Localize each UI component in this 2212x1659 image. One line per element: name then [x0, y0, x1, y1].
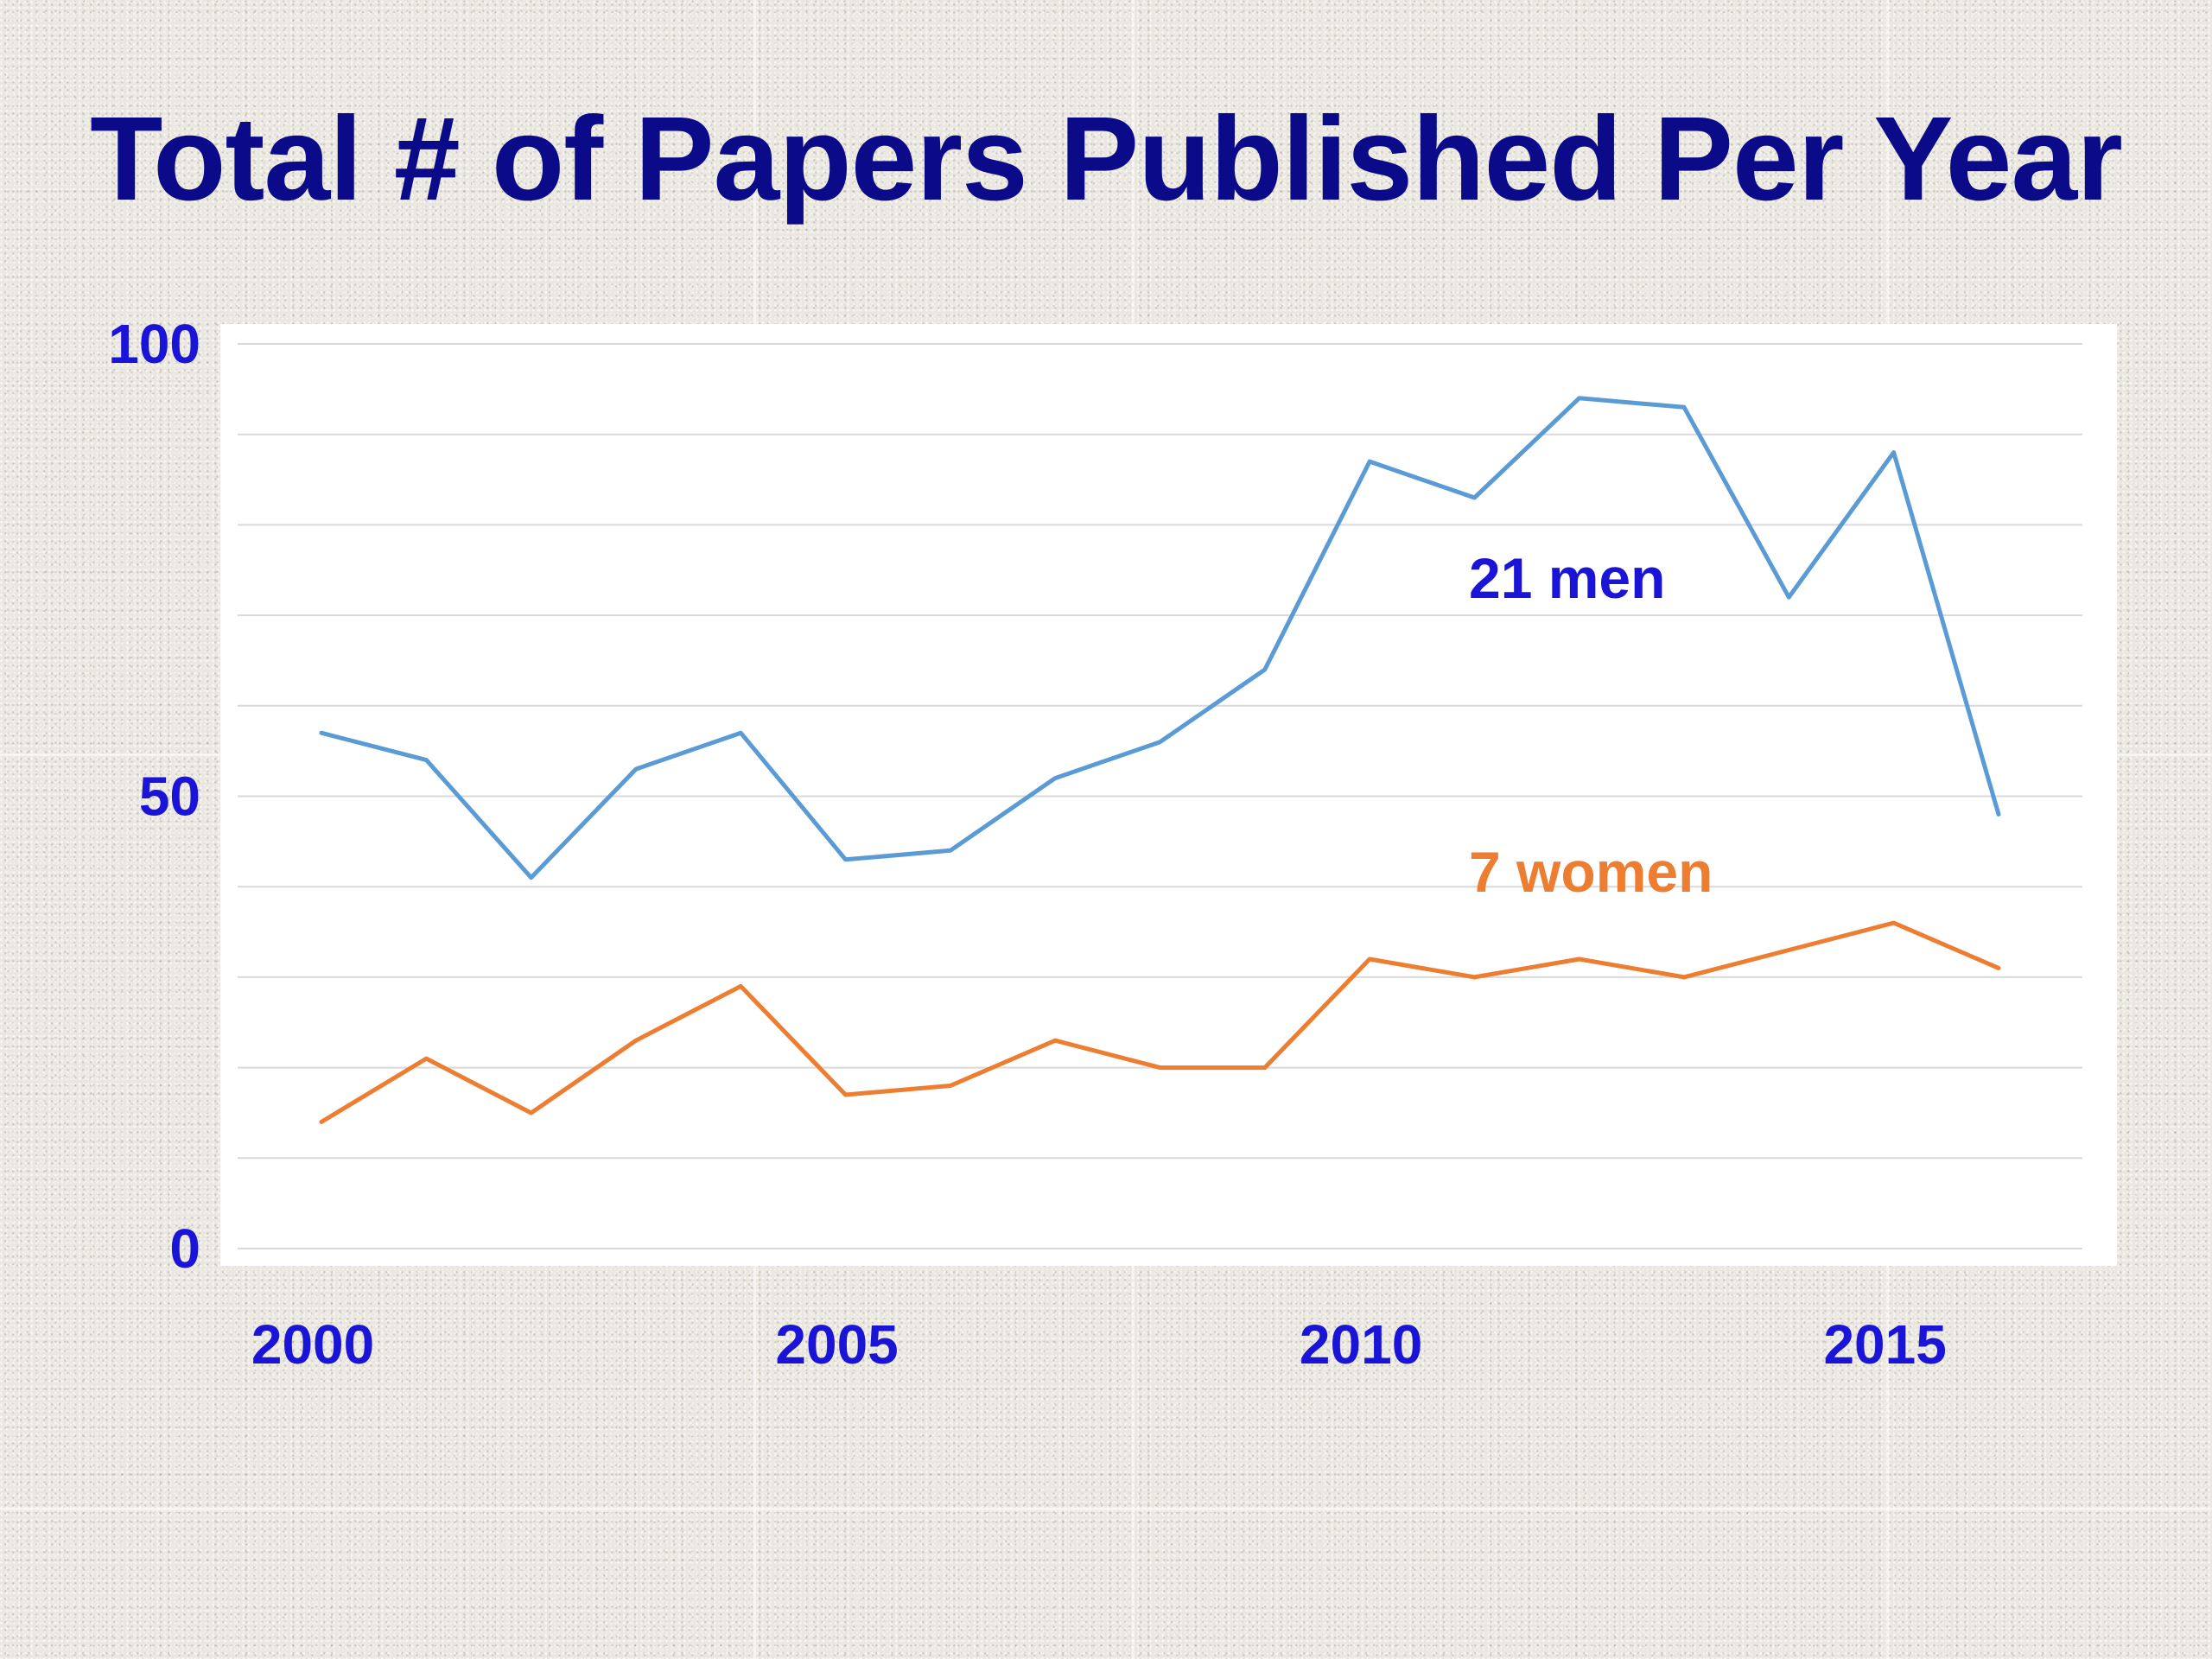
x-tick-label: 2010 — [1300, 1313, 1422, 1376]
x-tick-label: 2015 — [1823, 1313, 1946, 1376]
y-tick-label: 50 — [139, 766, 200, 828]
series-labels: 21 men 7 women — [1469, 546, 1713, 904]
series-lines — [319, 396, 2001, 1124]
series-line — [319, 920, 2001, 1124]
series-label: 21 men — [1469, 546, 1665, 610]
series-label: 7 women — [1469, 840, 1713, 904]
x-axis-tick-labels: 2000 2005 2010 2015 — [251, 1313, 1947, 1376]
x-tick-label: 2005 — [775, 1313, 898, 1376]
plot-area — [220, 324, 2117, 1266]
y-axis-tick-labels: 0 50 100 — [108, 313, 200, 1280]
gridlines — [238, 343, 2082, 1249]
background-seam — [0, 1508, 2212, 1510]
y-tick-label: 100 — [108, 313, 200, 375]
x-tick-label: 2000 — [251, 1313, 374, 1376]
slide-title: Total # of Papers Published Per Year — [90, 92, 2123, 226]
y-tick-label: 0 — [169, 1217, 200, 1280]
series-line — [319, 396, 2001, 880]
